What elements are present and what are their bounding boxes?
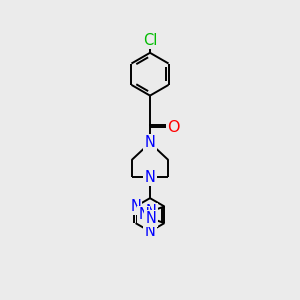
Text: N: N xyxy=(145,224,155,239)
Text: O: O xyxy=(167,120,180,135)
Text: N: N xyxy=(130,199,141,214)
Text: N: N xyxy=(145,170,155,185)
Text: N: N xyxy=(138,207,149,222)
Text: N: N xyxy=(146,211,156,226)
Text: N: N xyxy=(145,135,155,150)
Text: N: N xyxy=(146,204,156,219)
Text: Cl: Cl xyxy=(143,33,157,48)
